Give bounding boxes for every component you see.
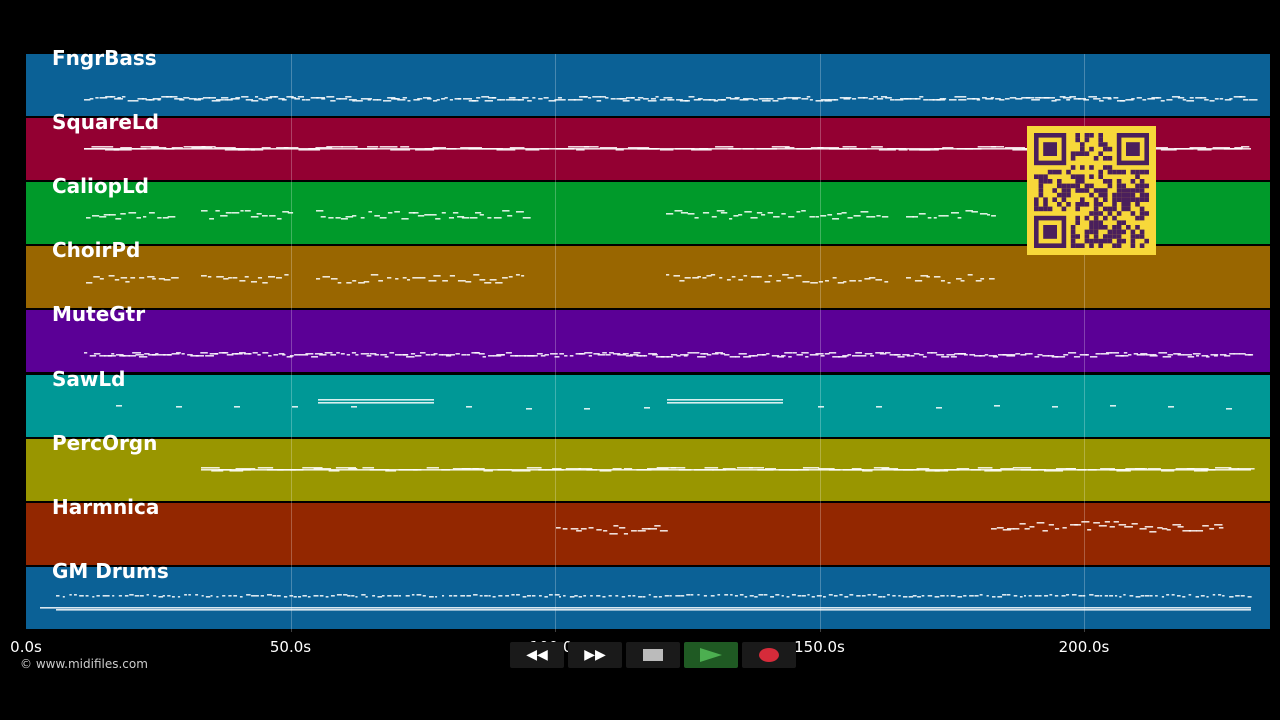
stop-icon [643,649,663,661]
gridline [555,54,556,632]
record-icon [759,648,779,662]
track-notes [84,352,1254,358]
track-name: FngrBass [52,46,157,70]
track-name: CaliopLd [52,174,150,199]
qr-pattern [1034,133,1149,248]
track-name: PercOrgn [52,430,158,455]
track-mutegtr[interactable]: MuteGtr [26,302,1270,373]
track-notes [84,96,1258,102]
rewind-button[interactable]: ◀◀ [510,642,564,668]
track-name: GM Drums [52,558,169,583]
rewind-label: ◀◀ [526,647,548,663]
track-name: Harmnica [52,494,160,519]
track-harmnica[interactable]: Harmnica [26,495,1270,565]
stop-button[interactable] [626,642,680,668]
time-tick-label: 150.0s [794,638,845,656]
track-gm-drums[interactable]: GM Drums [26,559,1270,629]
track-choirpd[interactable]: ChoirPd [26,238,1270,309]
track-notes [201,466,1255,472]
track-notes [86,210,996,220]
track-name: ChoirPd [52,238,141,263]
transport-controls: ◀◀ ▶▶ [510,642,796,668]
track-notes [84,146,1251,151]
track-notes [556,520,1224,535]
gridline [1084,54,1085,632]
time-tick-label: 200.0s [1058,638,1110,656]
fast-forward-button[interactable]: ▶▶ [568,642,622,668]
track-notes [86,274,995,284]
track-notes [116,398,1232,410]
qr-code[interactable] [1027,126,1156,255]
gridline [290,54,292,632]
track-sawld[interactable]: SawLd [26,367,1270,437]
time-tick-label: 50.0s [269,638,312,656]
play-button[interactable] [684,642,738,668]
play-icon [700,648,722,662]
track-percorgn[interactable]: PercOrgn [26,431,1270,501]
track-name: SquareLd [52,110,159,135]
time-tick-label: 0.0s [10,638,42,656]
track-name: SawLd [52,366,126,391]
copyright-text: © www.midifiles.com [20,657,148,671]
track-notes [40,593,1252,611]
record-button[interactable] [742,642,796,668]
track-fngrbass[interactable]: FngrBass [26,46,1270,116]
gridline [819,54,821,632]
forward-label: ▶▶ [584,647,606,663]
track-name: MuteGtr [52,302,146,327]
